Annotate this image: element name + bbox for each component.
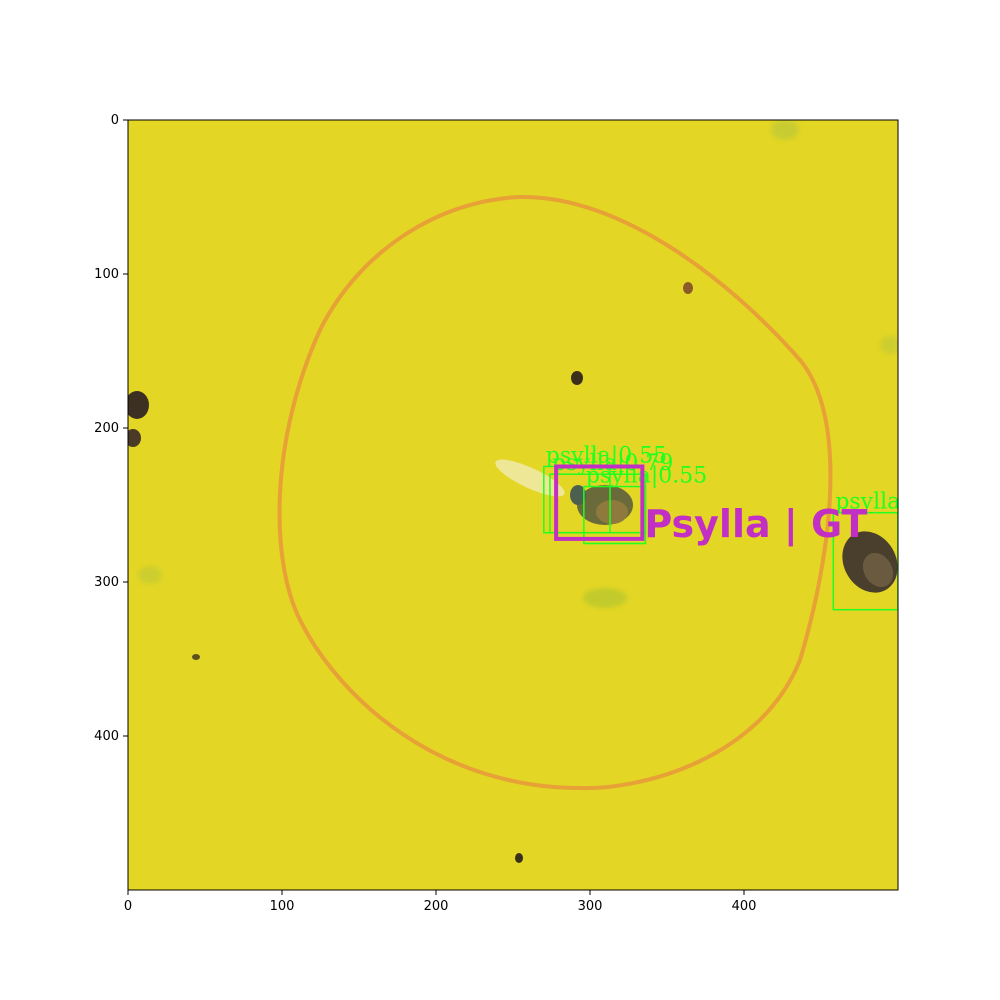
y-tick-label: 0 [111,113,119,128]
detection-box [832,511,898,611]
debris-speck [571,371,583,385]
y-tick-label: 400 [94,729,119,744]
smudge [583,588,627,608]
smudge [880,336,898,354]
yellow-sticky-trap [128,120,898,890]
y-tick-label: 200 [94,421,119,436]
psylla-insect-center [495,459,633,525]
detection-label: psylla|0.55 [546,444,667,469]
x-tick-label: 100 [270,899,295,914]
x-tick-label: 0 [124,899,132,914]
y-tick-label: 300 [94,575,119,590]
x-tick-label: 200 [424,899,449,914]
debris-speck [192,654,200,660]
detection-box [583,485,647,545]
trap-photo [128,120,898,890]
orange-ring [277,194,833,791]
y-axis: 0 100 200 300 400 [94,113,128,744]
psylla-insect-right [842,531,898,593]
ground-truth-box [554,464,645,541]
x-axis: 0 100 200 300 400 [124,890,757,914]
debris-speck [515,853,523,863]
insect-left-edge [128,391,149,447]
ground-truth-label: Psylla | GT [644,502,867,547]
annotation-layer: psylla|0.55psylla|0.79psylla|0.55psyllaP… [543,444,900,611]
detection-label: psylla|0.79 [552,451,673,476]
y-tick-label: 100 [94,267,119,282]
x-tick-label: 300 [578,899,603,914]
detection-label: psylla [835,490,900,515]
axes-frame [127,119,899,891]
smudge [771,120,799,140]
debris-speck [683,282,693,294]
smudge [138,566,162,584]
x-tick-label: 400 [732,899,757,914]
